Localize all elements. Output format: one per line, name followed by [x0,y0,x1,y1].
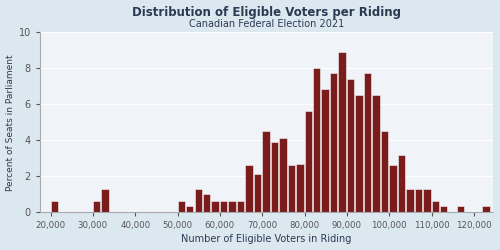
Bar [194,189,202,212]
Bar [381,131,388,212]
Bar [220,200,228,212]
Bar [50,200,58,212]
Bar [186,206,194,212]
Bar [212,200,219,212]
Bar [322,89,329,212]
Bar [270,142,278,212]
Bar [203,194,210,212]
Bar [482,206,490,212]
Bar [398,155,405,212]
Bar [364,73,372,212]
Title: Distribution of Eligible Voters per Riding: Distribution of Eligible Voters per Ridi… [132,6,401,18]
Y-axis label: Percent of Seats in Parliament: Percent of Seats in Parliament [6,54,15,190]
Bar [254,174,261,212]
Bar [406,189,413,212]
Bar [304,110,312,212]
Bar [347,79,354,212]
Bar [313,68,320,212]
Bar [414,189,422,212]
Bar [389,166,396,212]
Bar [279,138,286,212]
Bar [296,164,304,212]
Bar [228,200,236,212]
Bar [338,52,346,212]
Bar [330,73,338,212]
Bar [237,200,244,212]
Bar [178,200,185,212]
Bar [440,206,448,212]
Bar [288,164,295,212]
Bar [432,200,439,212]
Bar [246,164,252,212]
Bar [262,131,270,212]
Bar [102,189,109,212]
Bar [457,206,464,212]
X-axis label: Number of Eligible Voters in Riding: Number of Eligible Voters in Riding [182,234,352,244]
Bar [372,95,380,212]
Bar [423,189,430,212]
Text: Canadian Federal Election 2021: Canadian Federal Election 2021 [189,18,344,28]
Bar [356,95,363,212]
Bar [93,200,100,212]
